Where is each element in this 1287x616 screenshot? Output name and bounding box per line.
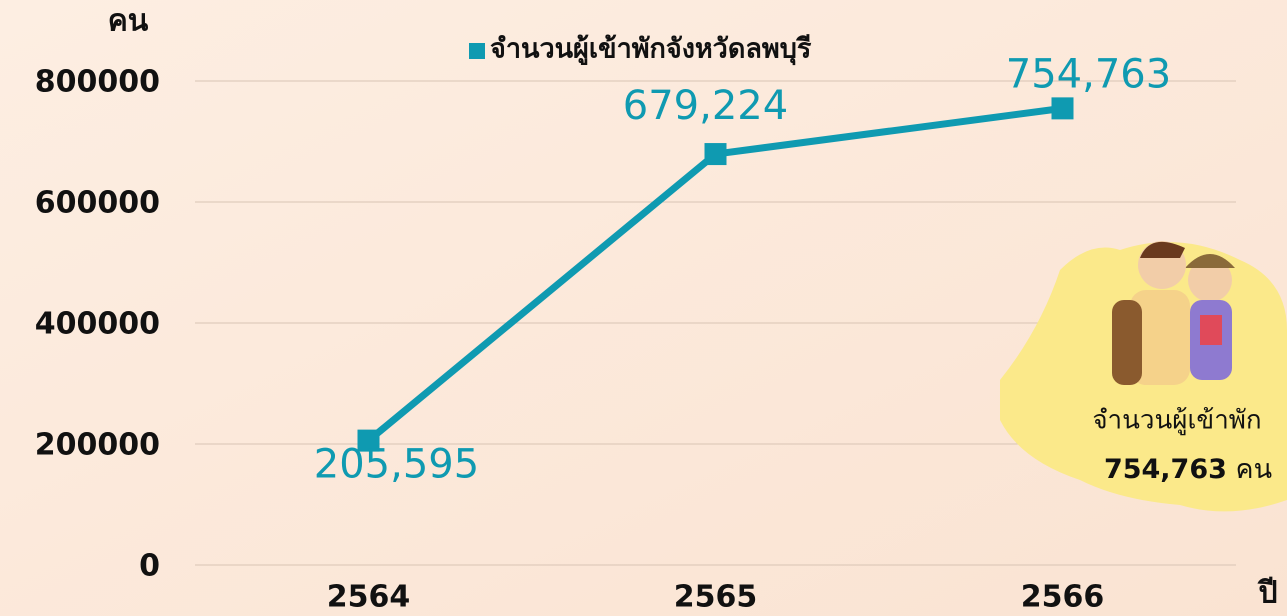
marker bbox=[357, 429, 380, 452]
y-tick-label: 600000 bbox=[35, 186, 160, 221]
x-tick-label: 2564 bbox=[327, 580, 411, 615]
y-tick-label: 400000 bbox=[35, 307, 160, 342]
y-axis-label: คน bbox=[108, 4, 149, 39]
annotation-unit: คน bbox=[1236, 454, 1273, 485]
y-tick-label: 200000 bbox=[35, 428, 160, 463]
illustration bbox=[1000, 241, 1287, 512]
data-label: 754,763 bbox=[1006, 51, 1171, 97]
x-tick-label: 2565 bbox=[674, 580, 758, 615]
x-tick-label: 2566 bbox=[1021, 580, 1105, 615]
legend-swatch bbox=[469, 43, 485, 59]
y-tick-label: 0 bbox=[139, 549, 160, 584]
data-label: 205,595 bbox=[314, 442, 479, 488]
annotation-text: จำนวนผู้เข้าพัก bbox=[1092, 406, 1261, 436]
marker bbox=[704, 143, 727, 166]
data-label: 679,224 bbox=[623, 83, 788, 129]
x-axis-label: ปี bbox=[1257, 576, 1278, 611]
annotation-number: 754,763 bbox=[1104, 454, 1227, 485]
y-tick-label: 800000 bbox=[35, 65, 160, 100]
annotation-value: 754,763 คน bbox=[1104, 454, 1272, 485]
legend-label: จำนวนผู้เข้าพักจังหวัดลพบุรี bbox=[490, 34, 812, 66]
marker bbox=[1051, 97, 1074, 120]
